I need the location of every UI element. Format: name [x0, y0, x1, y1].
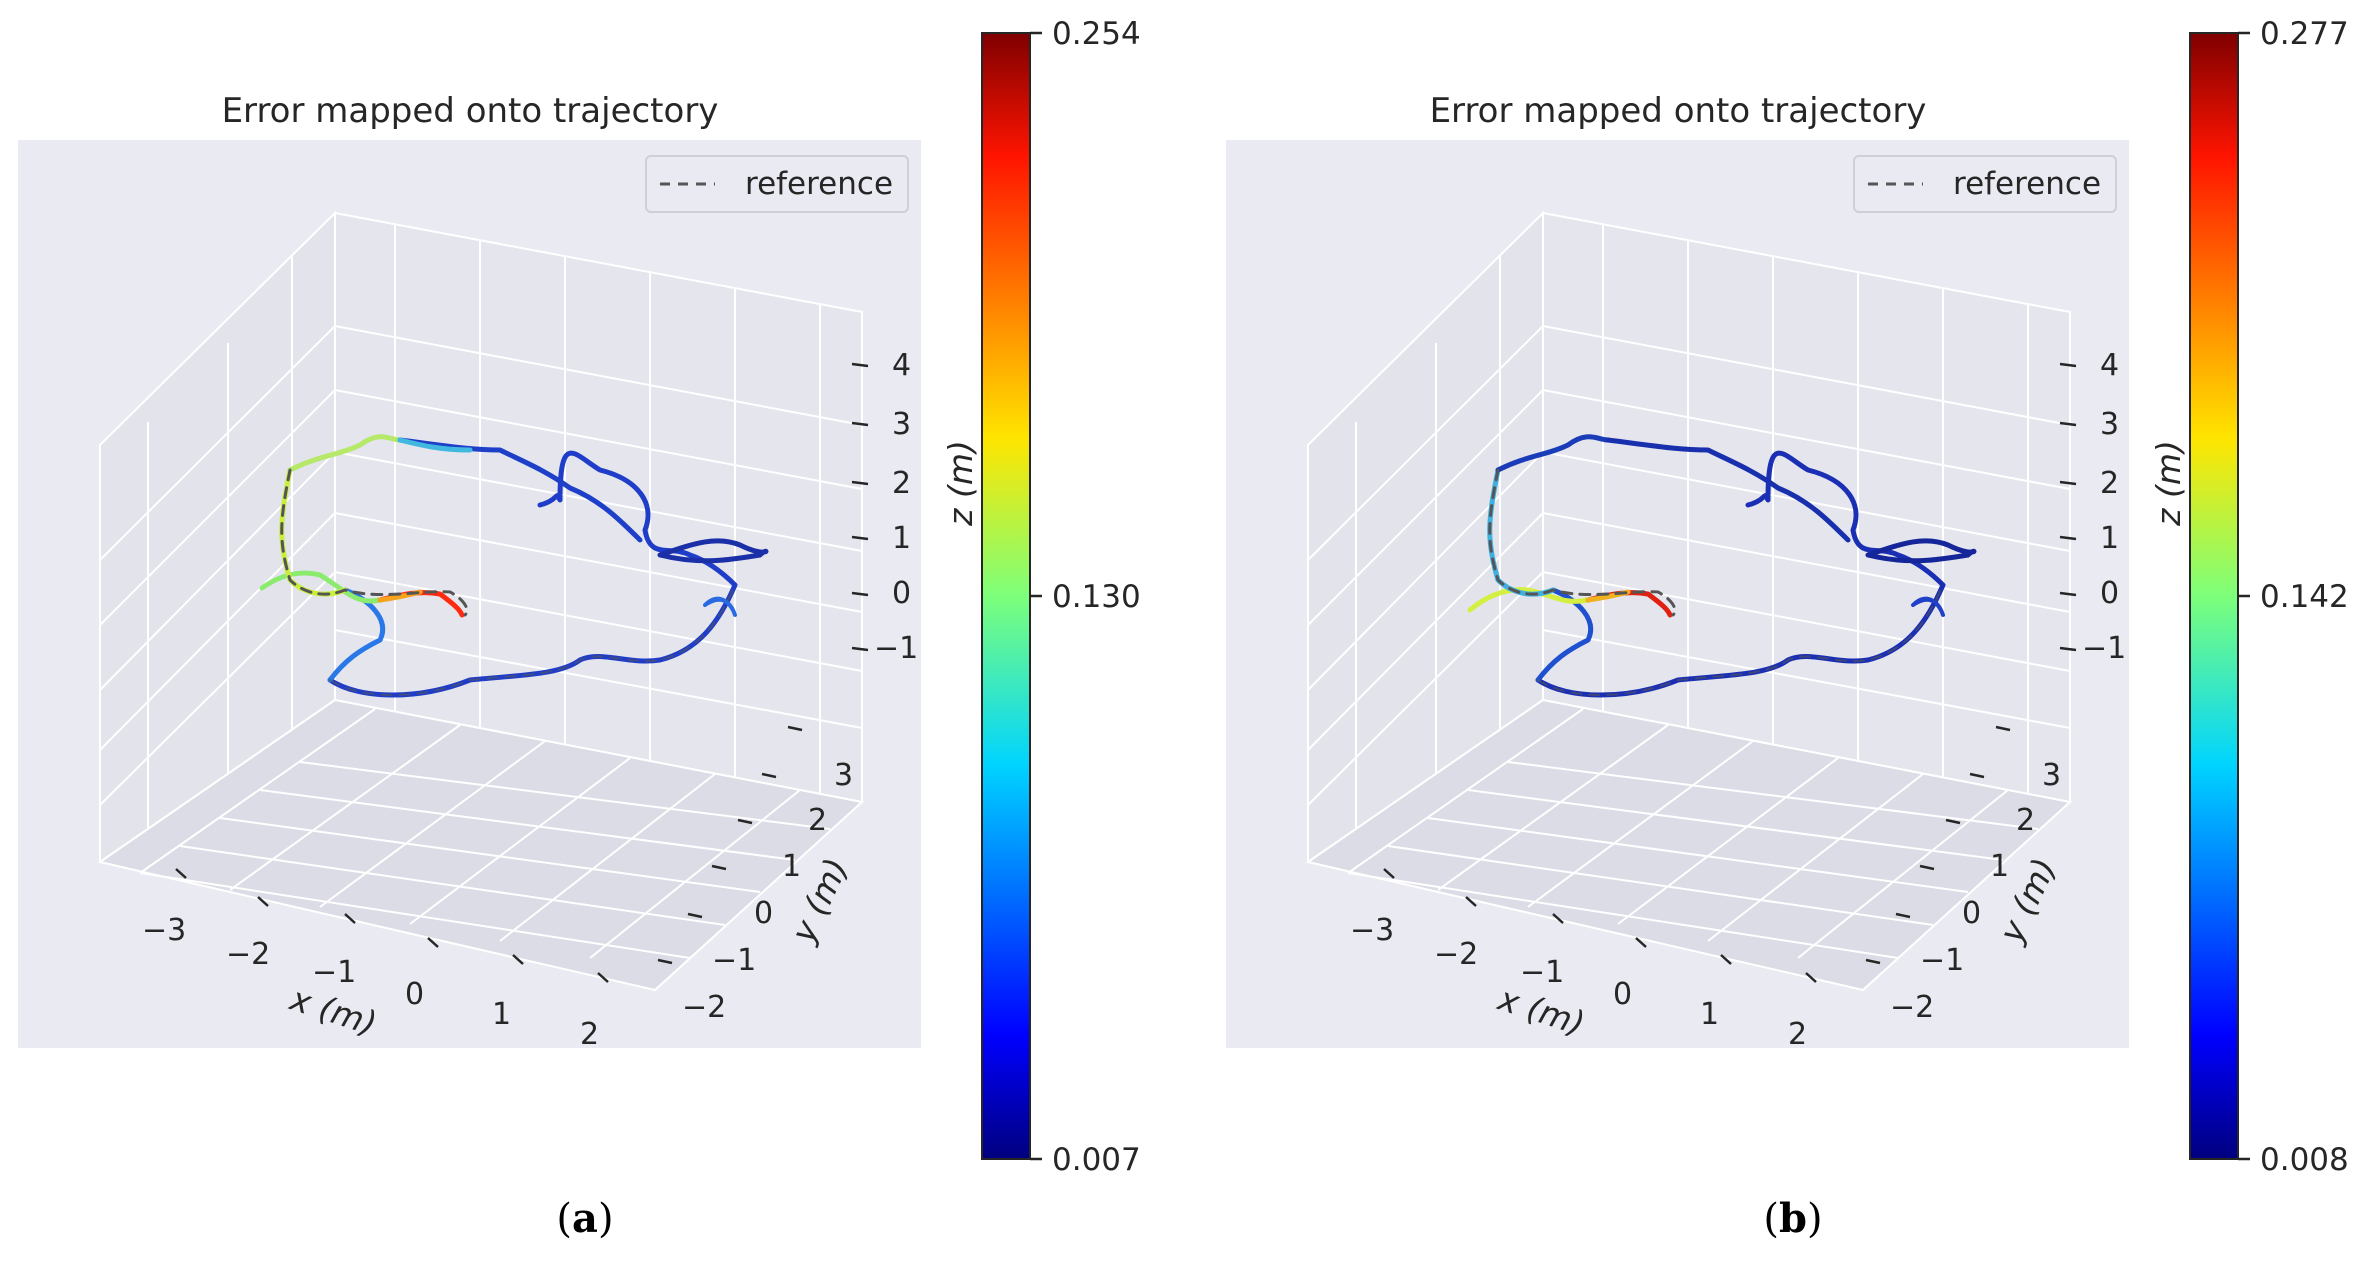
legend-label: reference: [745, 166, 893, 202]
svg-text:−1: −1: [1920, 943, 1964, 978]
reference-line: [329, 584, 736, 696]
z-axis-label: z (m): [941, 440, 980, 527]
subplot-label-a: (a): [556, 1195, 613, 1242]
colorbar-min: 0.007: [1052, 1142, 1141, 1178]
z-axis-label: z (m): [2149, 440, 2188, 527]
colorbar-min: 0.008: [2260, 1142, 2349, 1178]
trajectory-segment-low: [657, 538, 769, 564]
trajectory-segment-high: [1467, 587, 1591, 613]
svg-text:−3: −3: [142, 913, 186, 948]
trajectory-segment-mid: [259, 570, 383, 604]
y-tick-labels: −2 −1 0 1 2 3: [682, 758, 853, 1025]
z-axis-ticks: [851, 362, 869, 652]
svg-text:0: 0: [2100, 576, 2119, 611]
svg-text:−2: −2: [1434, 937, 1478, 972]
trajectory: [259, 434, 769, 698]
svg-text:1: 1: [1700, 997, 1719, 1032]
chart-title: Error mapped onto trajectory: [1430, 91, 1927, 131]
reference-line: [280, 468, 469, 617]
x-axis-ticks: [175, 868, 609, 983]
colorbar-max: 0.277: [2260, 16, 2349, 52]
reference-line: [1488, 468, 1677, 617]
trajectory-segment-mid: [287, 434, 403, 473]
svg-text:1: 1: [1990, 849, 2009, 884]
subplot-b: Error mapped onto trajectory: [1208, 0, 2375, 1262]
trajectory-segment-low: [327, 450, 738, 698]
trajectory: [1467, 434, 1977, 698]
trajectory-segment-low: [1495, 434, 1611, 473]
legend: reference: [1853, 155, 2117, 213]
svg-text:4: 4: [892, 348, 911, 383]
z-tick-labels: 4 3 2 1 0 −1: [2082, 348, 2126, 666]
svg-text:2: 2: [808, 803, 827, 838]
svg-text:−3: −3: [1350, 913, 1394, 948]
svg-text:−1: −1: [712, 943, 756, 978]
svg-text:0: 0: [892, 576, 911, 611]
svg-text:2: 2: [580, 1017, 599, 1052]
svg-text:2: 2: [892, 466, 911, 501]
colorbar-max: 0.254: [1052, 16, 1141, 52]
svg-text:−1: −1: [1520, 955, 1564, 990]
svg-text:−2: −2: [226, 937, 270, 972]
svg-text:3: 3: [892, 407, 911, 442]
subplot-a: Error mapped onto trajectory: [0, 0, 1187, 1262]
svg-text:3: 3: [2042, 758, 2061, 793]
legend-label: reference: [1953, 166, 2101, 202]
colorbar-mid: 0.130: [1052, 579, 1141, 615]
y-axis-ticks: [657, 725, 803, 965]
z-axis-ticks: [2059, 362, 2077, 652]
svg-text:3: 3: [2100, 407, 2119, 442]
svg-text:−2: −2: [682, 990, 726, 1025]
svg-text:0: 0: [754, 896, 773, 931]
svg-text:2: 2: [1788, 1017, 1807, 1052]
y-axis-ticks: [1865, 725, 2011, 965]
chart-title: Error mapped onto trajectory: [222, 91, 719, 131]
trajectory-segment-low: [703, 596, 737, 617]
trajectory-segment-low: [1911, 596, 1945, 617]
svg-text:2: 2: [2100, 466, 2119, 501]
reference-line: [1537, 584, 1944, 696]
svg-text:3: 3: [834, 758, 853, 793]
subplot-label-b: (b): [1763, 1195, 1822, 1242]
svg-text:0: 0: [405, 977, 424, 1012]
x-axis-ticks: [1383, 868, 1817, 983]
x-tick-labels: −3 −2 −1 0 1 2: [142, 913, 599, 1052]
svg-text:−1: −1: [2082, 631, 2126, 666]
svg-text:4: 4: [2100, 348, 2119, 383]
x-tick-labels: −3 −2 −1 0 1 2: [1350, 913, 1807, 1052]
svg-text:0: 0: [1613, 977, 1632, 1012]
svg-text:1: 1: [782, 849, 801, 884]
colorbar-gradient: [981, 32, 1031, 1160]
svg-text:1: 1: [2100, 521, 2119, 556]
legend: reference: [645, 155, 909, 213]
svg-text:0: 0: [1962, 896, 1981, 931]
colorbar: 0.254 0.130 0.007: [981, 16, 1141, 1178]
trajectory-segment-low: [397, 437, 643, 543]
y-tick-labels: −2 −1 0 1 2 3: [1890, 758, 2061, 1025]
chart-a-svg: Error mapped onto trajectory: [18, 16, 1141, 1242]
svg-text:−2: −2: [1890, 990, 1934, 1025]
svg-text:2: 2: [2016, 803, 2035, 838]
grid-lines: [1307, 224, 2071, 959]
colorbar: 0.277 0.142 0.008: [2189, 16, 2349, 1178]
colorbar-mid: 0.142: [2260, 579, 2349, 615]
colorbar-gradient: [2189, 32, 2239, 1160]
trajectory-segment-low: [1865, 538, 1977, 564]
svg-text:−1: −1: [312, 955, 356, 990]
trajectory-segment-mid: [397, 437, 473, 453]
svg-text:1: 1: [492, 997, 511, 1032]
svg-text:−1: −1: [874, 631, 918, 666]
trajectory-segment-low: [1605, 437, 1851, 543]
chart-b-svg: Error mapped onto trajectory: [1226, 16, 2349, 1242]
svg-text:1: 1: [892, 521, 911, 556]
trajectory-segment-low: [1535, 450, 1946, 698]
z-tick-labels: 4 3 2 1 0 −1: [874, 348, 918, 666]
